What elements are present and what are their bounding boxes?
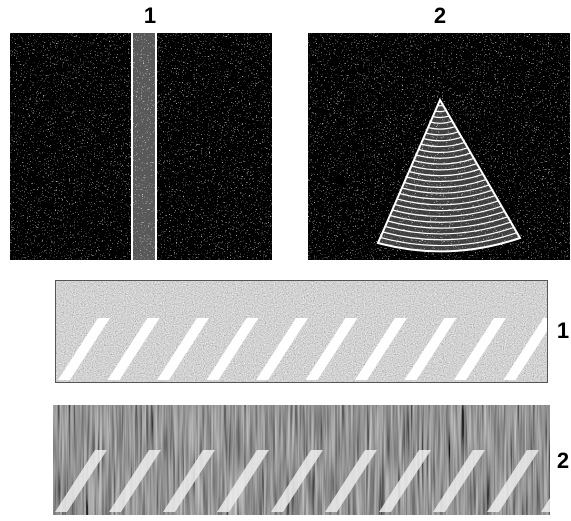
panel-label: 2 [557,448,569,473]
band [131,33,157,260]
panel-label: 1 [557,318,569,343]
strip-image-2 [53,405,571,515]
figure: 1 2 1 2 [0,0,571,516]
fan-arc [438,105,443,106]
strip-image-1 [55,280,556,383]
noise-image-1 [10,33,272,260]
panel-label: 2 [434,3,446,28]
page: 1 2 1 2 (() => { const data = JSON.parse… [0,0,571,516]
panel-label: 1 [144,3,156,28]
noise [55,280,548,383]
noise-image-2 [308,33,570,260]
